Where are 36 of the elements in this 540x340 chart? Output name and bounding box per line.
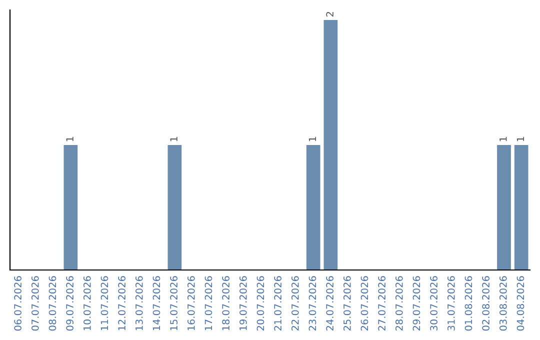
x-tick-label: 11.07.2026	[100, 276, 108, 330]
x-tick-label: 18.07.2026	[222, 276, 230, 330]
x-tick-label: 13.07.2026	[135, 276, 143, 330]
x-tick-label: 14.07.2026	[152, 276, 160, 330]
x-tick-label: 06.07.2026	[14, 276, 22, 331]
x-tick-label: 24.07.2026	[326, 276, 334, 331]
x-tick-label: 31.07.2026	[447, 276, 455, 330]
data-label: 2	[326, 12, 334, 17]
x-tick-label: 04.08.2026	[516, 276, 524, 331]
x-tick-label: 25.07.2026	[343, 276, 351, 331]
x-tick-label: 16.07.2026	[187, 276, 195, 330]
x-tick-label: 29.07.2026	[412, 276, 420, 331]
x-tick-label: 09.07.2026	[66, 276, 74, 331]
data-label: 1	[516, 136, 524, 142]
x-tick-label: 08.07.2026	[48, 276, 56, 331]
x-tick-label: 10.07.2026	[83, 276, 91, 330]
x-tick-label: 15.07.2026	[170, 276, 178, 330]
data-label: 1	[308, 136, 316, 142]
x-tick-label: 07.07.2026	[31, 276, 39, 331]
x-tick-label: 20.07.2026	[256, 276, 264, 331]
x-tick-label: 23.07.2026	[308, 276, 316, 331]
x-tick-label: 21.07.2026	[274, 276, 282, 331]
data-label: 1	[66, 136, 74, 142]
data-label: 1	[500, 136, 507, 142]
x-tick-label: 19.07.2026	[239, 276, 247, 330]
x-tick-label: 01.08.2026	[464, 276, 472, 331]
x-tick-label: 30.07.2026	[430, 276, 438, 330]
x-tick-label: 26.07.2026	[360, 276, 368, 331]
x-tick-label: 17.07.2026	[204, 276, 212, 330]
x-tick-label: 03.08.2026	[499, 276, 507, 331]
data-label: 1	[170, 136, 178, 142]
x-tick-label: 02.08.2026	[482, 276, 490, 331]
x-tick-label: 28.07.2026	[395, 276, 403, 331]
x-tick-label: 12.07.2026	[118, 276, 126, 330]
x-tick-label: 22.07.2026	[291, 276, 299, 331]
x-tick-label: 27.07.2026	[378, 276, 386, 331]
